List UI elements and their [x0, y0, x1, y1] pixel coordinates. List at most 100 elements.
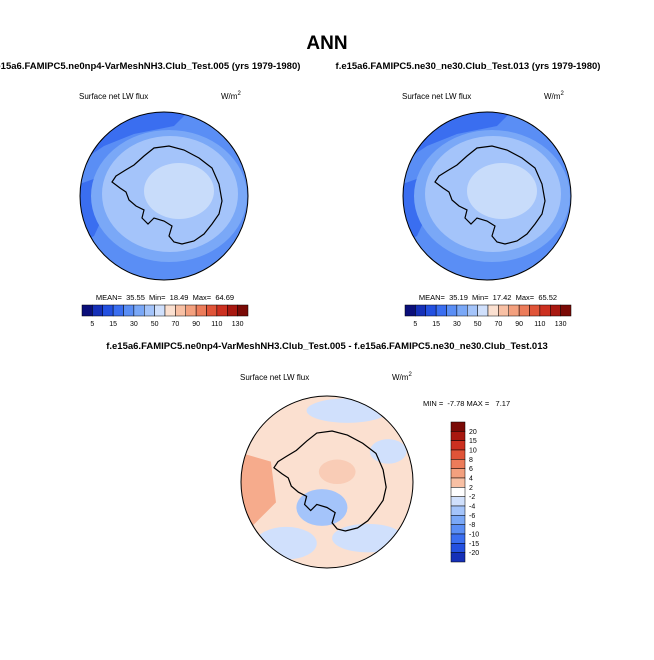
- colorbar-label: 70: [171, 321, 179, 328]
- variable-label: Surface net LW flux: [240, 373, 309, 382]
- colorbar-box: [450, 477, 466, 488]
- colorbar-box: [435, 304, 447, 317]
- colorbar-label: 6: [469, 466, 473, 473]
- units-exponent: 2: [560, 91, 564, 97]
- colorbar-label: 4: [469, 476, 473, 483]
- colorbar-label: 90: [192, 321, 200, 328]
- colorbar-box: [508, 304, 520, 317]
- colorbar-box: [450, 533, 466, 544]
- colorbar-box: [450, 468, 466, 479]
- colorbar-box: [450, 515, 466, 525]
- units: W/m2: [544, 91, 564, 101]
- colorbar-box: [477, 304, 489, 317]
- map-border: [79, 111, 249, 281]
- colorbar-box: [450, 487, 466, 497]
- colorbar-label: 50: [151, 321, 159, 328]
- colorbar-box: [175, 304, 186, 317]
- colorbar-box: [450, 505, 466, 516]
- colorbar-label: 15: [469, 438, 477, 445]
- colorbar-box: [425, 304, 437, 317]
- colorbar-box: [195, 304, 207, 317]
- colorbar-label: 15: [109, 321, 117, 328]
- colorbar-box: [404, 304, 416, 317]
- stats: MEAN= 35.55 Min= 18.49 Max= 64.69: [96, 293, 234, 302]
- colorbar-label: 2: [469, 485, 473, 492]
- colorbar-label: 8: [469, 457, 473, 464]
- colorbar-label: 5: [90, 321, 94, 328]
- stats: MEAN= 35.19 Min= 17.42 Max= 65.52: [419, 293, 557, 302]
- colorbar-box: [450, 496, 466, 507]
- colorbar-label: 5: [413, 321, 417, 328]
- colorbar-label: 20: [469, 429, 477, 436]
- colorbar-box: [550, 304, 561, 317]
- variable-label: Surface net LW flux: [402, 92, 471, 101]
- colorbar-label: -15: [469, 541, 479, 548]
- colorbar-box: [450, 459, 466, 469]
- colorbar-box: [154, 304, 166, 317]
- colorbar-box: [450, 431, 466, 441]
- colorbar-box: [185, 304, 197, 317]
- colorbar-box: [112, 304, 124, 317]
- colorbar-box: [450, 449, 466, 460]
- colorbar-label: -10: [469, 532, 479, 539]
- colorbar-box: [539, 304, 551, 317]
- stats: MIN = -7.78 MAX = 7.17: [423, 399, 510, 408]
- units: W/m2: [392, 372, 412, 382]
- colorbar-box: [450, 552, 466, 563]
- map: [74, 106, 254, 286]
- colorbar-box: [237, 304, 249, 317]
- panel-title: f.e15a6.FAMIPC5.ne30_ne30.Club_Test.013 …: [336, 61, 601, 72]
- figure-title: ANN: [306, 33, 347, 54]
- colorbar-label: 70: [494, 321, 502, 328]
- colorbar-label: -20: [469, 550, 479, 557]
- colorbar-box: [498, 304, 509, 317]
- colorbar-box: [81, 304, 93, 317]
- colorbar-label: -8: [469, 522, 475, 529]
- colorbar-label: 10: [469, 448, 477, 455]
- colorbar-box: [467, 304, 478, 317]
- colorbar-label: 130: [555, 321, 567, 328]
- colorbar-box: [456, 304, 468, 317]
- colorbar-box: [227, 304, 238, 317]
- colorbar-label: 15: [432, 321, 440, 328]
- units-exponent: 2: [408, 372, 412, 378]
- map-border: [240, 395, 414, 569]
- colorbar-box: [450, 440, 466, 451]
- colorbar-label: 110: [211, 321, 222, 328]
- colorbar-box: [216, 304, 228, 317]
- units-text: W/m: [392, 373, 409, 382]
- colorbar-box: [123, 304, 135, 317]
- map: [397, 106, 577, 286]
- colorbar-box: [92, 304, 103, 317]
- colorbar-label: -4: [469, 504, 475, 511]
- colorbar-box: [529, 304, 541, 317]
- colorbar-box: [487, 304, 499, 317]
- units-text: W/m: [221, 92, 238, 101]
- colorbar-box: [446, 304, 458, 317]
- colorbar-label: 90: [515, 321, 523, 328]
- units: W/m2: [221, 91, 241, 101]
- colorbar-label: -2: [469, 494, 475, 501]
- colorbar-box: [560, 304, 572, 317]
- map: [235, 390, 419, 574]
- colorbar-label: 50: [474, 321, 482, 328]
- colorbar-box: [206, 304, 218, 317]
- panel-title: f.e15a6.FAMIPC5.ne0np4-VarMeshNH3.Club_T…: [106, 341, 548, 352]
- colorbar-box: [450, 524, 466, 535]
- colorbar-box: [102, 304, 114, 317]
- units-text: W/m: [544, 92, 561, 101]
- panel-title: f.e15a6.FAMIPC5.ne0np4-VarMeshNH3.Club_T…: [0, 61, 300, 72]
- map-border: [402, 111, 572, 281]
- colorbar-label: 130: [232, 321, 244, 328]
- colorbar-label: 30: [453, 321, 461, 328]
- colorbar-box: [450, 543, 466, 553]
- colorbar-box: [450, 421, 466, 432]
- colorbar-label: 30: [130, 321, 138, 328]
- units-exponent: 2: [237, 91, 241, 97]
- colorbar-box: [164, 304, 176, 317]
- colorbar-label: -6: [469, 513, 475, 520]
- colorbar-box: [518, 304, 530, 317]
- colorbar-label: 110: [534, 321, 545, 328]
- colorbar-box: [133, 304, 145, 317]
